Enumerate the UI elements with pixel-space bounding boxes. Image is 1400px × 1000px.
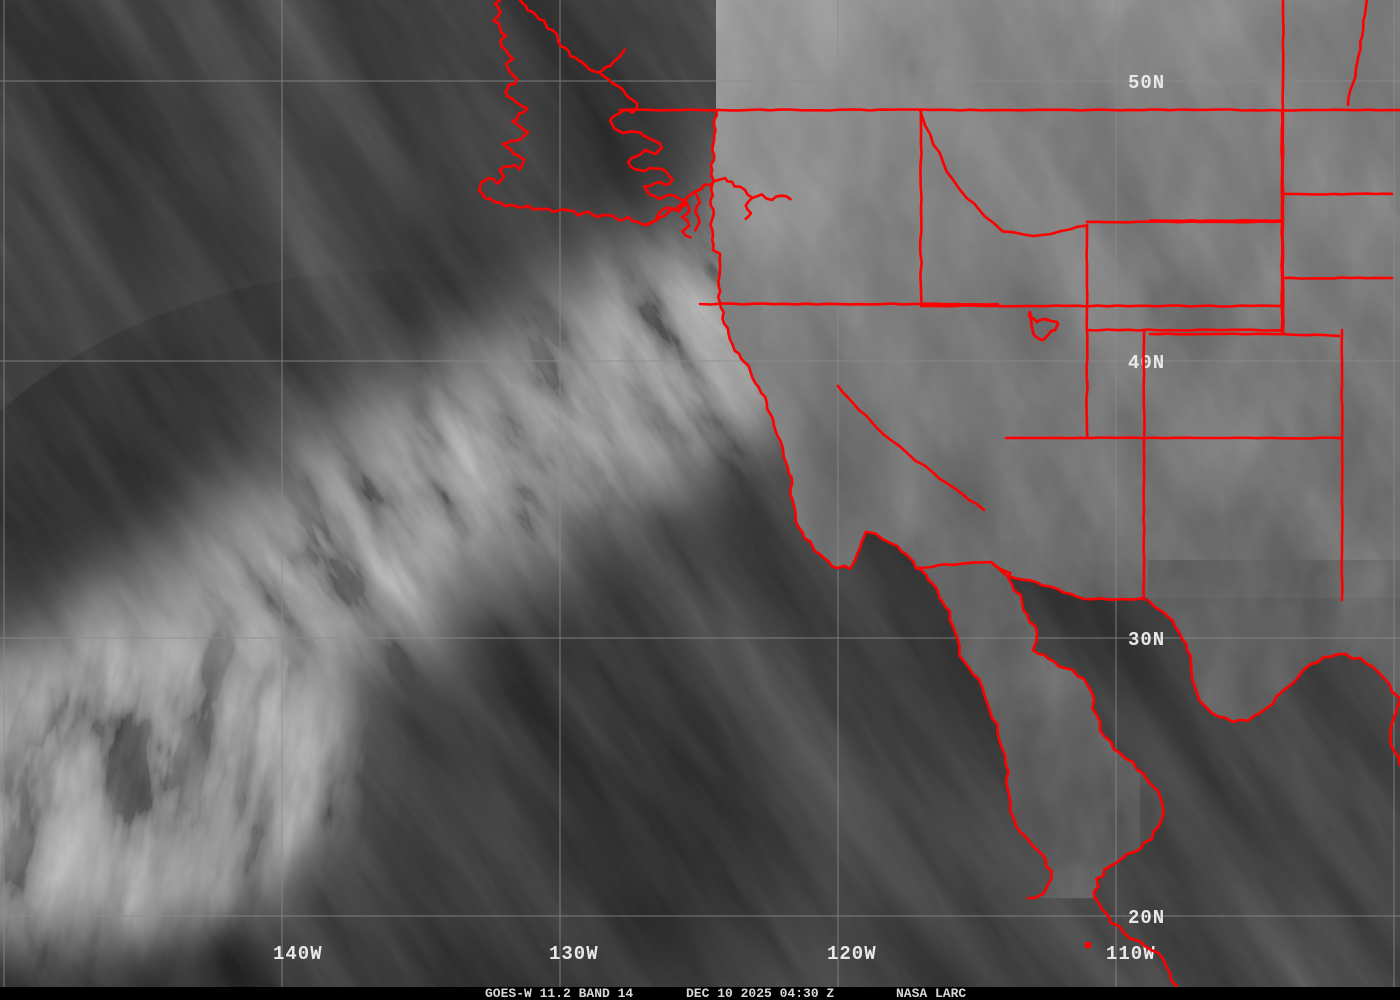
svg-text:NASA LARC: NASA LARC bbox=[896, 986, 966, 1000]
svg-text:GOES-W 11.2 BAND 14: GOES-W 11.2 BAND 14 bbox=[485, 986, 633, 1000]
svg-text:DEC 10 2025 04:30 Z: DEC 10 2025 04:30 Z bbox=[686, 986, 834, 1000]
